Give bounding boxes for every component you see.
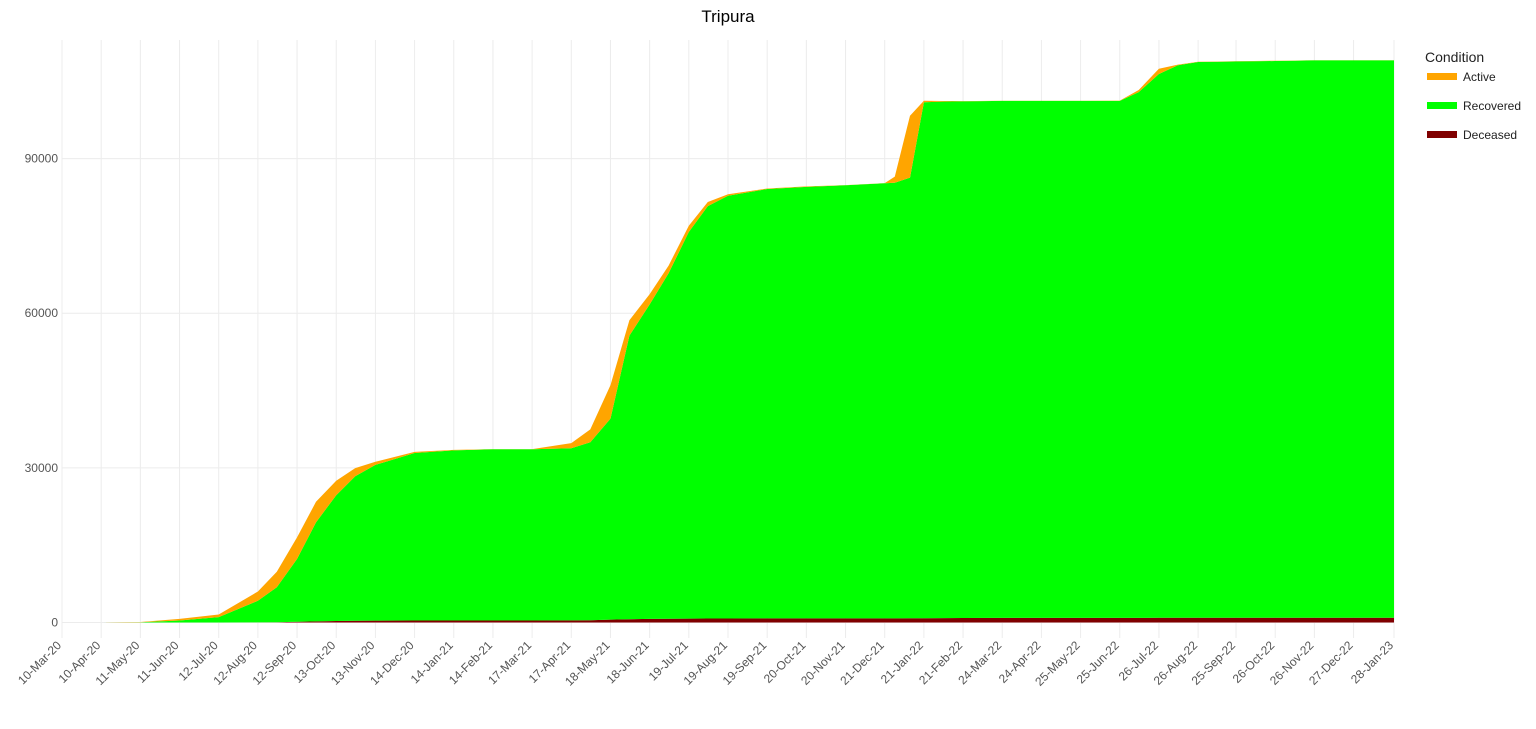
- x-tick-label: 11-Jun-20: [134, 638, 182, 686]
- legend-label: Active: [1463, 70, 1496, 84]
- legend-item-active[interactable]: Active: [1427, 70, 1496, 84]
- legend[interactable]: Condition Active Recovered Deceased: [1425, 49, 1521, 142]
- x-tick-label: 28-Jan-23: [1348, 638, 1396, 686]
- x-tick-label: 17-Mar-21: [485, 638, 534, 687]
- legend-label: Deceased: [1463, 128, 1517, 142]
- area-recovered[interactable]: [62, 60, 1394, 623]
- y-axis: 0 30000 60000 90000: [25, 152, 59, 630]
- plot-area: [62, 60, 1394, 623]
- x-tick-label: 24-Mar-22: [955, 638, 1004, 687]
- x-tick-label: 25-Jun-22: [1074, 638, 1122, 686]
- legend-swatch: [1427, 102, 1457, 109]
- x-axis: 10-Mar-2010-Apr-2011-May-2011-Jun-2012-J…: [15, 638, 1396, 689]
- legend-swatch: [1427, 73, 1457, 80]
- y-tick-label: 0: [51, 616, 58, 630]
- legend-label: Recovered: [1463, 99, 1521, 113]
- legend-title: Condition: [1425, 49, 1484, 65]
- legend-item-recovered[interactable]: Recovered: [1427, 99, 1521, 113]
- area-deceased[interactable]: [62, 617, 1394, 623]
- legend-swatch: [1427, 131, 1457, 138]
- x-tick-label: 18-Jun-21: [604, 638, 652, 686]
- chart-title: Tripura: [701, 7, 755, 26]
- y-tick-label: 30000: [25, 461, 59, 475]
- y-tick-label: 60000: [25, 306, 59, 320]
- y-tick-label: 90000: [25, 152, 59, 166]
- x-tick-label: 10-Mar-20: [15, 638, 64, 687]
- legend-item-deceased[interactable]: Deceased: [1427, 128, 1517, 142]
